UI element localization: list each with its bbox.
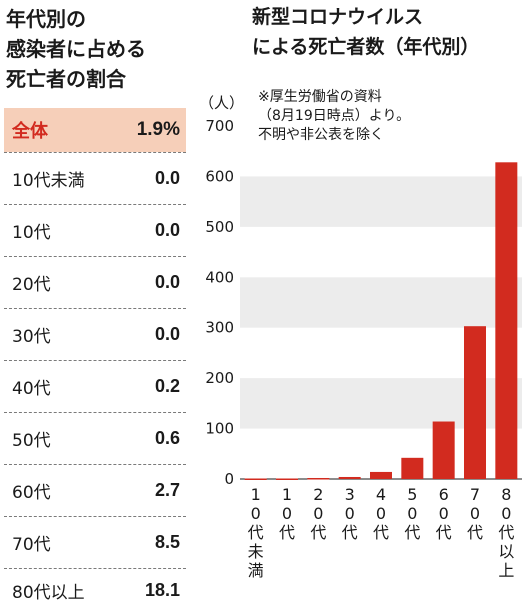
bar bbox=[307, 477, 330, 480]
rate-row: 40代 0.2 bbox=[4, 360, 186, 412]
y-tick-label: 500 bbox=[205, 218, 234, 236]
rate-row: 60代 2.7 bbox=[4, 464, 186, 516]
rate-row-label: 全体 bbox=[12, 121, 48, 142]
y-tick-label: 300 bbox=[205, 319, 234, 337]
bar bbox=[338, 476, 361, 479]
bar bbox=[370, 471, 392, 479]
rate-row: 20代 0.0 bbox=[4, 256, 186, 308]
bar bbox=[401, 457, 424, 479]
rate-row: 50代 0.6 bbox=[4, 412, 186, 464]
source-note: ※厚生労働省の資料 （8月19日時点）より。 不明や非公表を除く bbox=[258, 89, 411, 143]
rate-row-value: 8.5 bbox=[154, 532, 180, 552]
bar bbox=[464, 326, 486, 479]
rate-row: 10代 0.0 bbox=[4, 204, 186, 256]
y-tick-label: 600 bbox=[205, 167, 234, 185]
chart-title: 新型コロナウイルス による死亡者数（年代別） bbox=[252, 6, 480, 58]
left-panel-title: 年代別の 感染者に占める 死亡者の割合 bbox=[6, 7, 146, 91]
bar bbox=[495, 162, 518, 479]
x-category-label: 8 0 代以上 bbox=[498, 485, 514, 580]
bar bbox=[244, 478, 267, 480]
rate-row: 10代未満 0.0 bbox=[4, 152, 186, 204]
rate-row-value: 1.9% bbox=[136, 119, 180, 140]
rate-row-label: 40代 bbox=[12, 379, 51, 399]
rate-row-label: 60代 bbox=[12, 483, 51, 503]
rate-row-value: 2.7 bbox=[154, 480, 180, 500]
y-tick-label: 400 bbox=[205, 268, 234, 286]
grid-band bbox=[240, 176, 522, 227]
rate-row-value: 0.0 bbox=[154, 272, 180, 292]
y-tick-label: 200 bbox=[205, 369, 234, 387]
rate-row-value: 0.2 bbox=[154, 376, 180, 396]
bar bbox=[432, 421, 455, 479]
rate-row-value: 0.6 bbox=[154, 428, 180, 448]
y-tick-label: 700 bbox=[205, 117, 234, 135]
rate-row-label: 50代 bbox=[12, 431, 51, 451]
rate-row-value: 0.0 bbox=[154, 168, 180, 188]
rate-row-label: 10代未満 bbox=[12, 171, 85, 191]
y-tick-label: 0 bbox=[224, 470, 234, 488]
rate-row-value: 0.0 bbox=[154, 324, 180, 344]
y-tick-label: 100 bbox=[205, 420, 234, 438]
bar bbox=[276, 478, 298, 480]
rate-row-label: 30代 bbox=[12, 327, 51, 347]
deaths-bar-chart: 0 100 200 300 400 500 600 700 （人） 1 0 代未満 1 0 代 2 0 代 3 0 代 4… bbox=[199, 94, 522, 580]
x-category-label: 1 0 代未満 bbox=[248, 485, 264, 580]
rate-row: 70代 8.5 bbox=[4, 516, 186, 568]
rate-row-value: 0.0 bbox=[154, 220, 180, 240]
rate-row-label: 10代 bbox=[12, 223, 51, 243]
rate-row-total: 全体 1.9% bbox=[4, 108, 186, 152]
y-unit-label: （人） bbox=[199, 94, 244, 112]
rate-row-label: 70代 bbox=[12, 535, 51, 555]
grid-band bbox=[240, 277, 522, 328]
rate-row: 30代 0.0 bbox=[4, 308, 186, 360]
rate-row-label: 20代 bbox=[12, 275, 51, 295]
